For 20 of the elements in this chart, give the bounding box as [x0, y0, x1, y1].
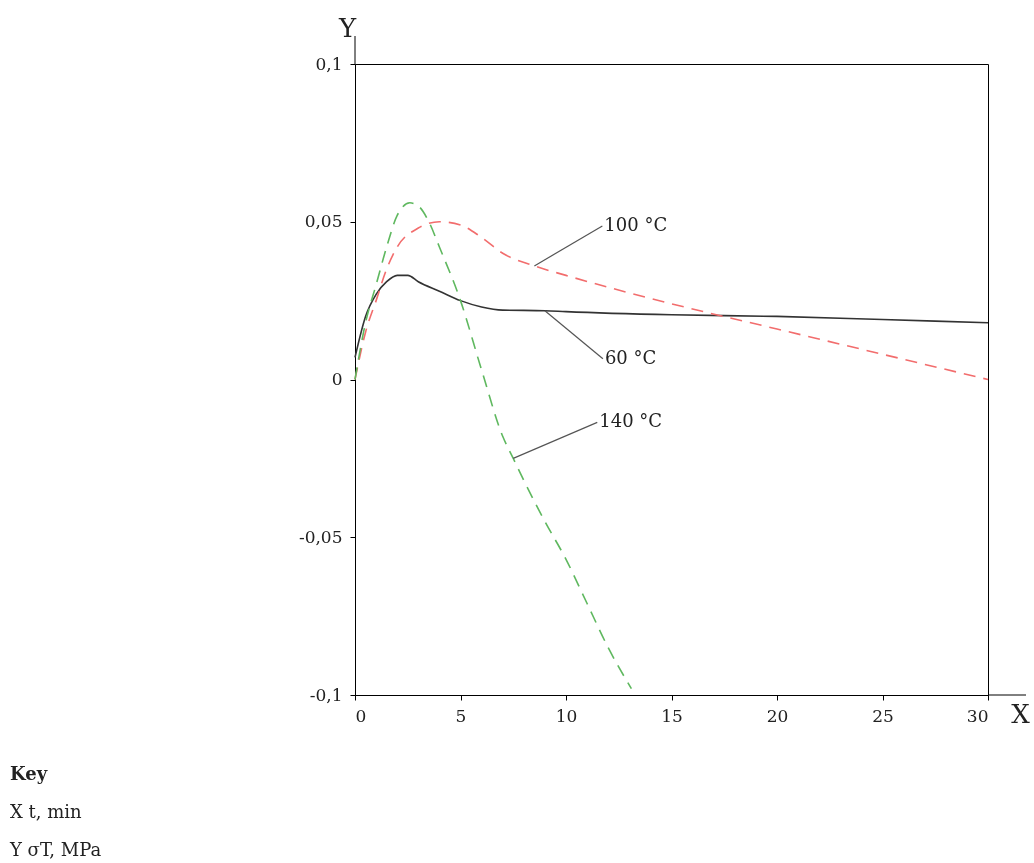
y-tick-label: 0,1: [315, 53, 343, 74]
x-tick-label: 5: [455, 705, 467, 726]
text: Y σT, MPa: [9, 839, 102, 860]
x-tick-label: 25: [872, 705, 894, 726]
x-tick-label: 0: [355, 705, 367, 726]
text: X t, min: [10, 801, 83, 822]
annotation: 60 °C: [604, 346, 657, 368]
y-tick-label: 0: [331, 369, 343, 389]
text: Key: [10, 763, 48, 784]
y-tick-label: -0,05: [298, 526, 343, 547]
x-tick-label: 20: [766, 705, 789, 726]
y-tick-label: 0,05: [304, 211, 343, 232]
annotation: 140 °C: [599, 410, 663, 432]
x-tick-label: 10: [555, 705, 578, 726]
x-tick-label: 15: [661, 705, 683, 726]
x-tick-label: 30: [966, 705, 989, 726]
y-tick-label: -0,1: [309, 684, 343, 705]
x-axis-title: X: [1011, 698, 1031, 729]
annotation: 100 °C: [604, 213, 668, 235]
y-axis-title: Y: [337, 12, 357, 43]
